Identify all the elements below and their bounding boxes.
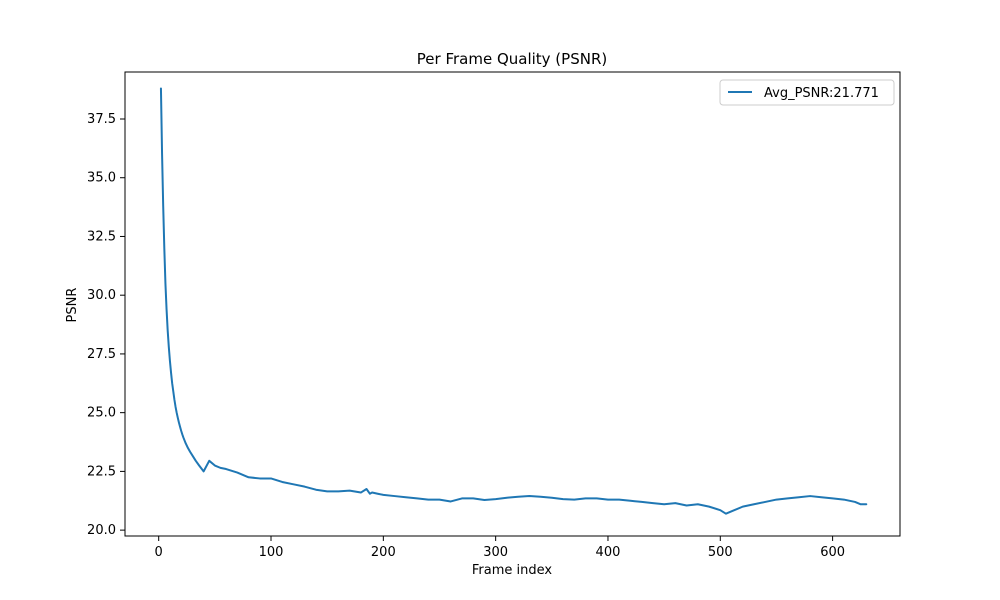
x-tick-label: 0 [155,545,163,560]
legend: Avg_PSNR:21.771 [719,79,895,106]
x-tick-label: 500 [708,545,733,560]
y-tick-label: 37.5 [87,112,116,127]
x-tick-label: 300 [483,545,508,560]
y-tick-label: 30.0 [87,288,116,303]
y-axis-label: PSNR [65,288,80,323]
chart-title: Per Frame Quality (PSNR) [417,50,607,68]
x-axis: 0 100 200 300 400 500 600 [155,536,845,560]
y-tick-label: 22.5 [87,464,116,479]
x-tick-label: 400 [596,545,621,560]
legend-label: Avg_PSNR:21.771 [764,86,879,101]
y-tick-label: 35.0 [87,171,116,186]
psnr-series-line [159,87,868,515]
x-tick-label: 200 [371,545,396,560]
plot-area [124,71,901,537]
x-tick-label: 600 [820,545,845,560]
x-tick-label: 100 [259,545,284,560]
y-tick-label: 27.5 [87,347,116,362]
y-tick-label: 32.5 [87,229,116,244]
y-tick-label: 20.0 [87,523,116,538]
y-axis: 20.0 22.5 25.0 27.5 30.0 32.5 35.0 37.5 [87,112,125,538]
legend-box [719,79,895,106]
y-tick-label: 25.0 [87,406,116,421]
x-axis-label: Frame index [472,563,553,578]
